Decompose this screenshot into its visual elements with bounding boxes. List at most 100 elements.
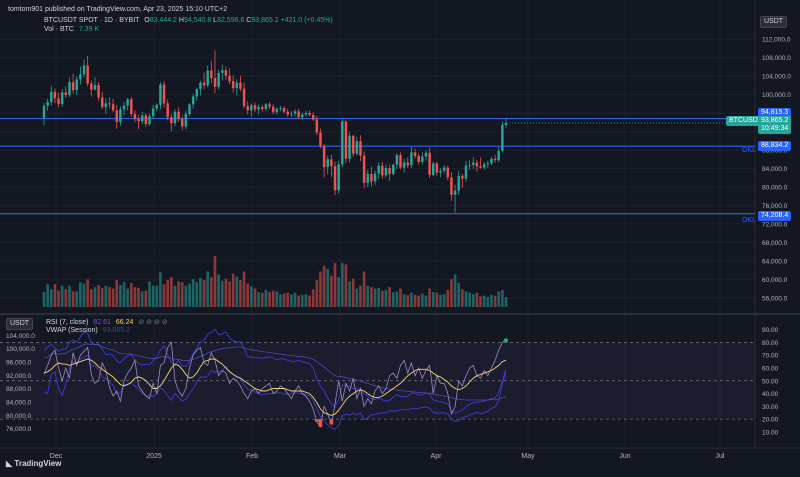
candle-body <box>261 107 264 109</box>
candle-body <box>308 113 311 115</box>
candle <box>228 67 231 85</box>
candle <box>297 108 300 119</box>
rsi-settings-icon[interactable]: ⊘ ⊘ ⊘ ⊘ <box>138 319 168 326</box>
candle-body <box>501 125 504 151</box>
candle <box>395 153 399 169</box>
symbol-ohlc-line: BTCUSDT SPOT · 1D · BYBIT O83,444.2 H94,… <box>44 17 333 24</box>
candle <box>442 165 446 174</box>
candle-body <box>71 82 75 91</box>
candle-body <box>195 89 199 97</box>
vwap-tick-label: 100,000.0 <box>6 346 35 353</box>
volume-bar <box>435 292 439 307</box>
candle <box>93 77 97 91</box>
candle <box>53 88 57 104</box>
symbol-badge: BTCUSDT <box>726 116 766 126</box>
volume-bar <box>177 281 180 307</box>
candle <box>108 97 111 109</box>
candle <box>148 113 151 127</box>
candle <box>180 115 184 131</box>
price-tick-label: 104,000.0 <box>762 74 791 81</box>
vwap-tick-label: 92,000.0 <box>6 373 32 380</box>
volume-bar <box>235 276 239 307</box>
candle <box>424 150 428 161</box>
rsi-label: RSI (7, close) <box>46 319 89 326</box>
volume-bar <box>479 296 482 307</box>
volume-bar <box>242 271 246 307</box>
candle-body <box>206 70 209 86</box>
candle <box>68 77 71 97</box>
candle <box>388 164 391 181</box>
candle <box>399 152 402 170</box>
volume-bar <box>224 278 228 307</box>
candle <box>435 162 439 176</box>
volume-bar <box>191 279 195 307</box>
candle <box>493 155 497 163</box>
candle-body <box>432 163 435 175</box>
candle-body <box>86 65 89 84</box>
volume-bar <box>391 292 395 307</box>
candle <box>370 166 373 187</box>
rsi-band-fill <box>0 342 755 420</box>
volume-bar <box>231 273 235 307</box>
candle-body <box>486 163 490 165</box>
candle <box>173 109 177 127</box>
candle <box>351 134 355 157</box>
candle-body <box>439 170 442 173</box>
volume-bar <box>344 264 348 307</box>
volume-bar <box>399 288 402 307</box>
volume-bar <box>319 271 322 307</box>
volume-bar <box>410 292 413 307</box>
volume-bar <box>337 277 340 307</box>
candle <box>162 81 166 108</box>
candle <box>311 112 315 121</box>
rsi-tick-label: 30.00 <box>762 404 779 411</box>
volume-bar <box>148 281 151 307</box>
footer-brand-text: TradingView <box>14 459 62 468</box>
indicator-currency-button[interactable]: USDT <box>6 318 34 330</box>
volume-bar <box>453 274 457 307</box>
candle-body <box>497 150 500 161</box>
candle-body <box>224 70 228 76</box>
candle <box>210 61 213 84</box>
volume-bar <box>213 255 217 307</box>
candle-body <box>159 84 162 105</box>
volume-bar <box>471 294 475 307</box>
candle <box>468 160 471 170</box>
volume-bar <box>180 282 184 307</box>
candle <box>428 147 431 178</box>
currency-button[interactable]: USDT <box>760 16 788 28</box>
candle <box>464 160 468 182</box>
candle <box>366 169 370 187</box>
volume-bar <box>71 291 75 307</box>
footer-brand[interactable]: ◣ TradingView <box>6 459 61 468</box>
candle <box>155 103 159 111</box>
rsi-value-1: 82.61 <box>93 319 111 326</box>
candle <box>257 104 260 115</box>
candle-body <box>140 115 144 122</box>
volume-bar <box>159 272 162 307</box>
volume-bar <box>381 290 384 307</box>
volume-bar <box>46 284 49 307</box>
time-tick-label: Apr <box>431 453 443 460</box>
candle-body <box>457 175 460 191</box>
candle-body <box>482 164 486 168</box>
volume-bar <box>246 283 250 307</box>
volume-bar <box>340 262 344 307</box>
candle <box>402 158 406 173</box>
candle-body <box>391 164 395 175</box>
close-value: 93,865.2 <box>251 17 279 24</box>
candle-body <box>333 166 337 191</box>
candle <box>479 157 482 169</box>
volume-bar <box>290 294 293 307</box>
volume-bar <box>315 280 319 307</box>
candle <box>330 154 333 177</box>
rsi-legend: RSI (7, close) 82.61 66.24 ⊘ ⊘ ⊘ ⊘ <box>46 318 168 326</box>
time-tick-label: Mar <box>334 453 347 460</box>
volume-bar <box>286 292 290 307</box>
okl-low-label: OKL <box>742 217 757 224</box>
volume-bar <box>402 294 406 307</box>
volume-bar <box>253 288 257 307</box>
candle-body <box>97 84 100 98</box>
candle-body <box>373 173 377 182</box>
